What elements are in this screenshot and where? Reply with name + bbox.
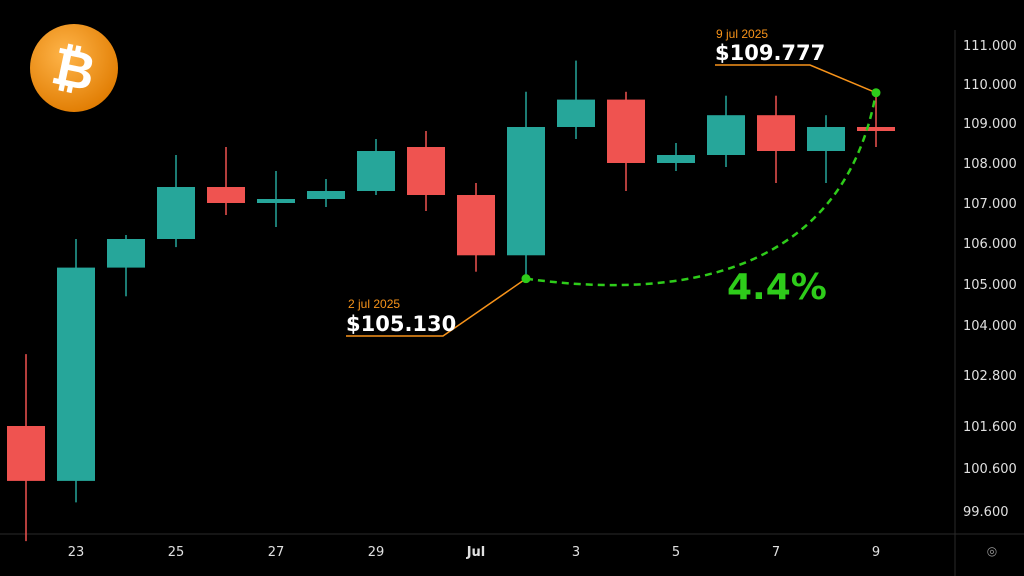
candle-body	[457, 195, 495, 256]
y-tick-label: 111.000	[963, 39, 1017, 54]
percent-change-label: 4.4%	[727, 267, 827, 308]
x-tick-label: 7	[772, 545, 780, 560]
candle-body	[757, 115, 795, 151]
end-leader-line	[715, 64, 877, 94]
end-point-marker	[871, 88, 881, 98]
y-axis-ticks: 111.000 110.000 109.000 108.000 107.000 106.0…	[963, 39, 1017, 520]
candle-body	[507, 127, 545, 256]
x-tick-label: 25	[168, 545, 185, 560]
end-price-label: $109.777	[715, 41, 825, 65]
candle-body	[807, 127, 845, 151]
x-tick-label: Jul	[466, 545, 486, 560]
y-tick-label: 102.800	[963, 369, 1017, 384]
candle-body	[857, 127, 895, 131]
bitcoin-logo-icon: ₿	[30, 24, 118, 112]
candle-body	[257, 199, 295, 203]
start-price-label: $105.130	[346, 312, 456, 336]
candle-body	[307, 191, 345, 199]
candle-body	[107, 239, 145, 268]
trend-arc	[525, 92, 878, 287]
candle-body	[7, 426, 45, 481]
y-tick-label: 108.000	[963, 157, 1017, 172]
candles-group	[7, 60, 895, 542]
candle-body	[407, 147, 445, 195]
y-tick-label: 109.000	[963, 117, 1017, 132]
x-tick-label: 3	[572, 545, 580, 560]
y-tick-label: 100.600	[963, 462, 1017, 477]
x-axis-ticks: 23 25 27 29 Jul 3 5 7 9	[68, 545, 880, 560]
y-tick-label: 101.600	[963, 420, 1017, 435]
candle-body	[357, 151, 395, 191]
candle-body	[607, 99, 645, 163]
candle-body	[207, 187, 245, 203]
y-tick-label: 106.000	[963, 237, 1017, 252]
start-point-marker	[521, 274, 531, 284]
start-date-label: 2 jul 2025	[348, 297, 400, 311]
x-tick-label: 27	[268, 545, 285, 560]
candle-body	[57, 267, 95, 481]
end-date-label: 9 jul 2025	[716, 27, 768, 41]
start-leader-line	[346, 278, 527, 337]
x-tick-label: 23	[68, 545, 85, 560]
candle-body	[657, 155, 695, 163]
y-tick-label: 104.000	[963, 319, 1017, 334]
x-tick-label: 5	[672, 545, 680, 560]
settings-icon[interactable]: ◎	[987, 544, 997, 558]
candle-body	[557, 99, 595, 127]
candle-body	[157, 187, 195, 239]
y-tick-label: 105.000	[963, 278, 1017, 293]
x-tick-label: 9	[872, 545, 880, 560]
y-tick-label: 99.600	[963, 505, 1009, 520]
candle-body	[707, 115, 745, 155]
y-tick-label: 110.000	[963, 78, 1017, 93]
y-tick-label: 107.000	[963, 197, 1017, 212]
x-tick-label: 29	[368, 545, 385, 560]
